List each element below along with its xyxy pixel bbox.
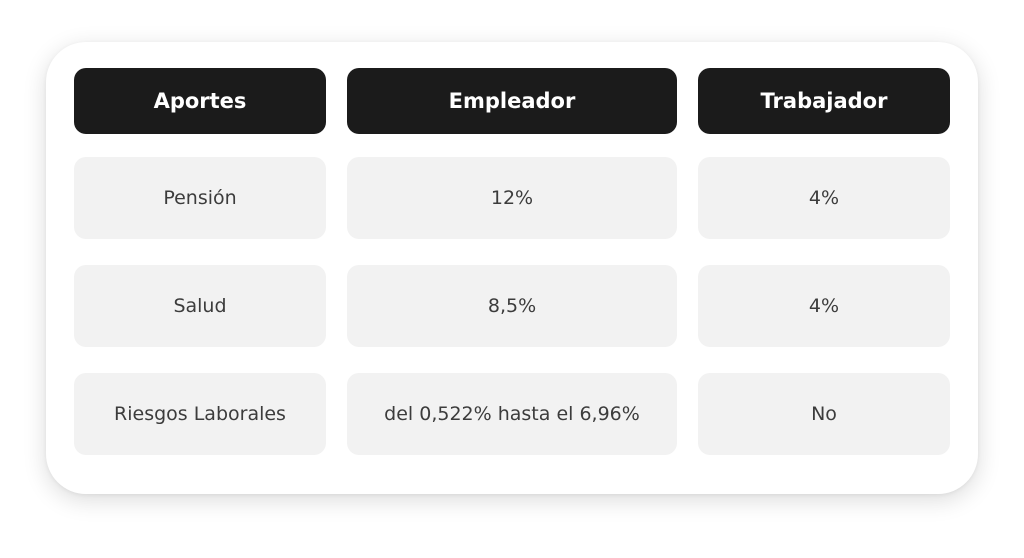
header-aportes: Aportes <box>74 68 326 134</box>
row-salud-empleador: 8,5% <box>347 265 677 347</box>
row-salud-trabajador: 4% <box>698 265 950 347</box>
row-riesgos-label: Riesgos Laborales <box>74 373 326 455</box>
row-pension-label: Pensión <box>74 157 326 239</box>
row-salud-label: Salud <box>74 265 326 347</box>
row-pension-empleador: 12% <box>347 157 677 239</box>
header-trabajador: Trabajador <box>698 68 950 134</box>
header-empleador: Empleador <box>347 68 677 134</box>
row-riesgos-trabajador: No <box>698 373 950 455</box>
row-pension-trabajador: 4% <box>698 157 950 239</box>
row-riesgos-empleador: del 0,522% hasta el 6,96% <box>347 373 677 455</box>
contributions-table: Aportes Empleador Trabajador Pensión 12%… <box>46 42 978 494</box>
